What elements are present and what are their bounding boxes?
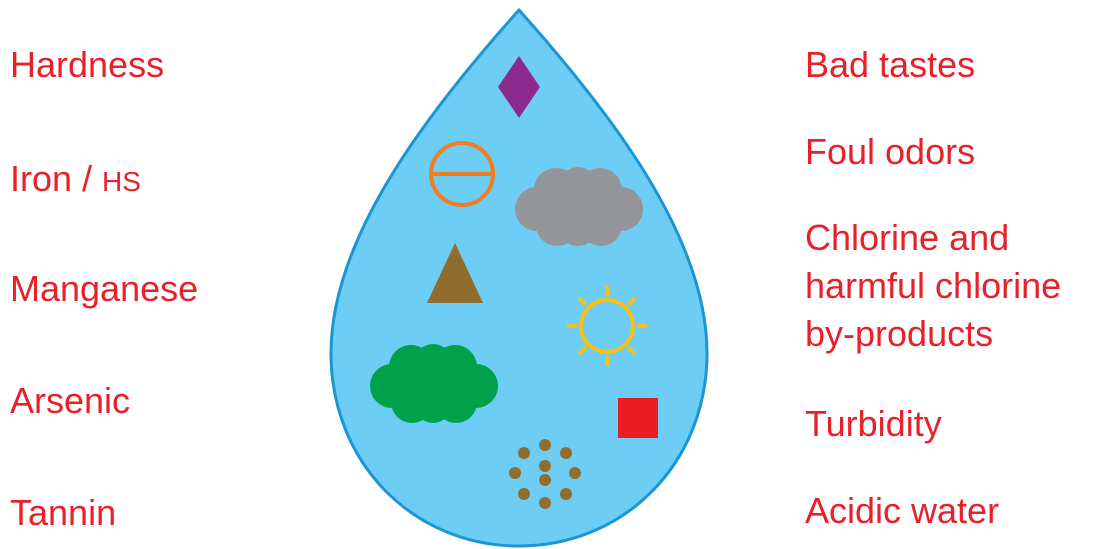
label-iron: Iron / HS bbox=[10, 158, 141, 203]
red-square-icon bbox=[618, 398, 658, 438]
label-chlorine-line2: harmful chlorine bbox=[805, 265, 1062, 306]
label-acidic-water: Acidic water bbox=[805, 490, 1000, 531]
label-foul-odors: Foul odors bbox=[805, 131, 976, 172]
circle-bar-icon bbox=[429, 141, 495, 207]
sun-icon bbox=[567, 286, 647, 366]
label-turbidity: Turbidity bbox=[805, 403, 942, 444]
label-iron-suffix: HS bbox=[102, 166, 141, 197]
label-iron-prefix: Iron / bbox=[10, 158, 103, 199]
label-bad-tastes: Bad tastes bbox=[805, 44, 976, 85]
label-arsenic: Arsenic bbox=[10, 380, 131, 421]
gray-cloud-icon bbox=[515, 167, 643, 246]
dot-ring-icon bbox=[509, 439, 581, 509]
label-chlorine-line1: Chlorine and bbox=[805, 217, 1010, 258]
diamond-icon bbox=[498, 56, 540, 118]
label-tannin: Tannin bbox=[10, 492, 117, 533]
label-manganese: Manganese bbox=[10, 268, 199, 309]
label-chlorine-line3: by-products bbox=[805, 313, 994, 354]
label-hardness: Hardness bbox=[10, 44, 165, 85]
triangle-icon bbox=[427, 243, 483, 303]
green-cloud-icon bbox=[370, 344, 498, 423]
